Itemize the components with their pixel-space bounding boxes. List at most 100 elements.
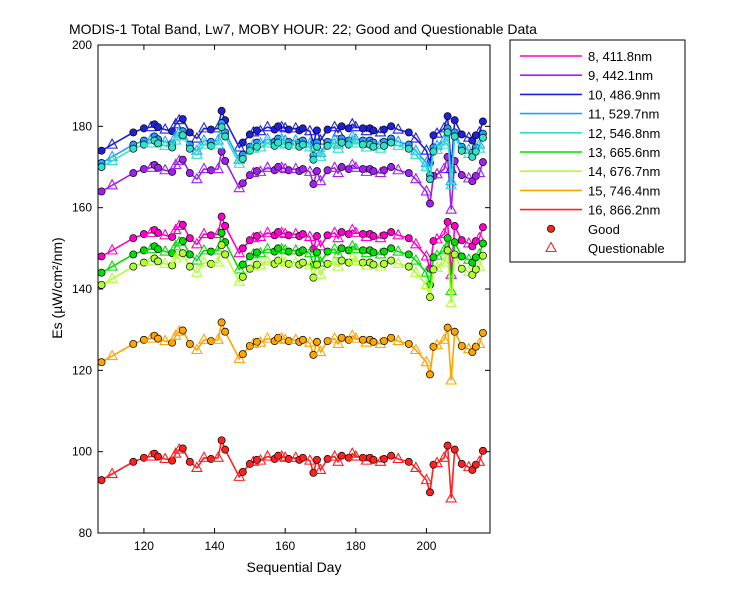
- point-good: [298, 165, 307, 173]
- point-good: [154, 245, 162, 254]
- point-questionable: [473, 166, 486, 178]
- point-good: [369, 167, 378, 176]
- point-good: [238, 138, 247, 147]
- point-good: [457, 171, 466, 180]
- point-questionable: [314, 268, 327, 279]
- legend-label: 8, 411.8nm: [588, 49, 652, 64]
- point-questionable: [303, 140, 316, 152]
- point-good: [221, 156, 230, 165]
- point-questionable: [392, 334, 405, 346]
- point-questionable: [332, 260, 345, 271]
- point-good: [450, 445, 459, 454]
- point-good: [457, 252, 466, 261]
- point-questionable: [314, 174, 327, 186]
- point-questionable: [332, 231, 345, 243]
- point-questionable: [473, 260, 486, 271]
- point-questionable: [349, 254, 362, 266]
- point-questionable: [420, 266, 433, 277]
- point-questionable: [106, 272, 119, 283]
- series-8: [97, 436, 487, 503]
- point-questionable: [332, 125, 345, 137]
- point-questionable: [349, 136, 362, 148]
- point-good: [380, 166, 389, 175]
- point-questionable: [303, 246, 316, 258]
- point-good: [168, 167, 177, 176]
- y-tick-label: 200: [72, 38, 92, 52]
- point-questionable: [445, 373, 458, 385]
- series-7: [97, 318, 487, 385]
- point-questionable: [106, 138, 119, 149]
- series-line: [101, 437, 484, 499]
- point-questionable: [392, 257, 405, 268]
- point-good: [387, 122, 396, 131]
- point-good: [313, 260, 321, 269]
- point-good: [380, 259, 389, 268]
- point-good: [457, 146, 466, 155]
- point-good: [217, 228, 226, 237]
- point-questionable: [275, 254, 288, 266]
- point-questionable: [233, 352, 246, 363]
- point-questionable: [431, 232, 443, 244]
- point-good: [309, 180, 318, 189]
- point-good: [185, 169, 194, 178]
- point-good: [185, 234, 194, 243]
- point-good: [129, 234, 138, 243]
- point-questionable: [212, 451, 225, 462]
- x-tick-label: 160: [275, 539, 295, 553]
- point-questionable: [190, 461, 203, 472]
- legend-label: 14, 676.7nm: [588, 164, 660, 179]
- point-good: [178, 326, 187, 335]
- point-good: [478, 446, 487, 455]
- point-questionable: [159, 228, 172, 240]
- point-questionable: [159, 334, 172, 346]
- point-questionable: [409, 172, 422, 184]
- point-good: [298, 246, 307, 255]
- point-good: [471, 237, 480, 245]
- point-questionable: [438, 451, 451, 462]
- point-questionable: [431, 456, 443, 468]
- series-line: [101, 242, 484, 304]
- x-tick-label: 140: [205, 539, 225, 553]
- point-questionable: [314, 463, 327, 475]
- x-tick-label: 120: [134, 539, 154, 553]
- point-good: [443, 128, 452, 137]
- point-good: [217, 241, 226, 250]
- axis-ticks: 120 140 160 180 200 80 100 120 140 160 180 200: [72, 38, 490, 553]
- point-questionable: [431, 143, 443, 154]
- point-good: [387, 163, 396, 171]
- point-questionable: [106, 260, 119, 271]
- point-questionable: [409, 131, 422, 143]
- point-good: [457, 236, 466, 245]
- point-good: [387, 256, 396, 265]
- point-questionable: [261, 161, 274, 172]
- point-questionable: [473, 455, 486, 466]
- point-questionable: [159, 139, 172, 150]
- point-good: [245, 459, 254, 468]
- point-good: [97, 476, 106, 485]
- point-good: [129, 339, 138, 348]
- point-questionable: [233, 246, 246, 258]
- point-questionable: [190, 253, 203, 265]
- point-questionable: [445, 178, 458, 190]
- point-questionable: [438, 138, 451, 149]
- point-questionable: [420, 249, 433, 261]
- point-questionable: [198, 138, 210, 149]
- point-questionable: [431, 338, 443, 350]
- point-good: [245, 252, 254, 261]
- point-good: [380, 231, 389, 240]
- point-questionable: [159, 122, 172, 134]
- point-good: [154, 139, 162, 148]
- point-good: [450, 327, 459, 336]
- point-questionable: [349, 161, 362, 172]
- point-good: [337, 122, 346, 131]
- point-questionable: [349, 242, 362, 254]
- point-questionable: [314, 345, 327, 357]
- series-line: [101, 124, 484, 186]
- point-questionable: [392, 244, 405, 256]
- point-questionable: [431, 249, 443, 260]
- legend-good-marker: [547, 224, 555, 233]
- point-good: [369, 142, 378, 151]
- point-good: [313, 455, 321, 464]
- point-questionable: [332, 455, 345, 466]
- point-good: [369, 337, 378, 346]
